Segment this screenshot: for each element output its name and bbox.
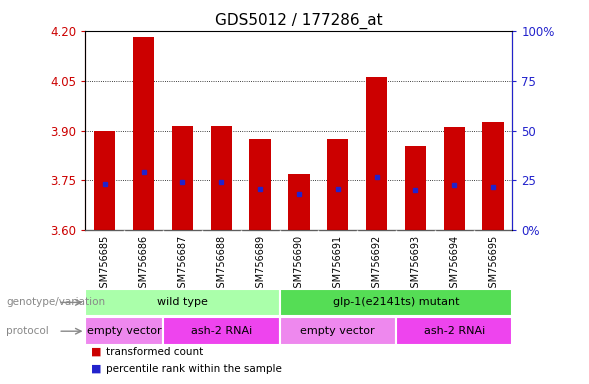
Bar	[444, 127, 465, 230]
Text: empty vector: empty vector	[87, 326, 161, 336]
Bar	[94, 131, 115, 230]
Text: glp-1(e2141ts) mutant: glp-1(e2141ts) mutant	[333, 297, 459, 308]
Text: ■: ■	[91, 364, 102, 374]
Text: ash-2 RNAi: ash-2 RNAi	[191, 326, 252, 336]
Bar	[85, 289, 280, 316]
Text: GSM756689: GSM756689	[255, 235, 265, 294]
Bar	[405, 146, 426, 230]
Text: GSM756685: GSM756685	[100, 235, 110, 294]
Text: transformed count: transformed count	[106, 347, 203, 357]
Bar	[366, 77, 387, 230]
Text: wild type: wild type	[157, 297, 208, 308]
Text: empty vector: empty vector	[300, 326, 375, 336]
Bar	[249, 139, 271, 230]
Bar	[133, 37, 154, 230]
Title: GDS5012 / 177286_at: GDS5012 / 177286_at	[215, 13, 383, 29]
Text: genotype/variation: genotype/variation	[6, 297, 105, 308]
Bar	[211, 126, 232, 230]
Text: protocol: protocol	[6, 326, 49, 336]
Bar	[280, 289, 512, 316]
Text: GSM756690: GSM756690	[294, 235, 304, 294]
Bar	[163, 317, 280, 345]
Text: ■: ■	[91, 347, 102, 357]
Text: GSM756695: GSM756695	[488, 235, 498, 294]
Text: GSM756691: GSM756691	[333, 235, 343, 294]
Text: GSM756693: GSM756693	[411, 235, 421, 294]
Bar	[172, 126, 193, 230]
Text: GSM756694: GSM756694	[449, 235, 459, 294]
Text: GSM756687: GSM756687	[177, 235, 187, 294]
Bar	[327, 139, 349, 230]
Text: ash-2 RNAi: ash-2 RNAi	[423, 326, 485, 336]
Text: GSM756686: GSM756686	[138, 235, 148, 294]
Bar	[482, 122, 504, 230]
Bar	[280, 317, 396, 345]
Bar	[288, 174, 310, 230]
Text: GSM756688: GSM756688	[216, 235, 226, 294]
Text: GSM756692: GSM756692	[372, 235, 382, 294]
Text: percentile rank within the sample: percentile rank within the sample	[106, 364, 282, 374]
Bar	[85, 317, 163, 345]
Bar	[396, 317, 512, 345]
